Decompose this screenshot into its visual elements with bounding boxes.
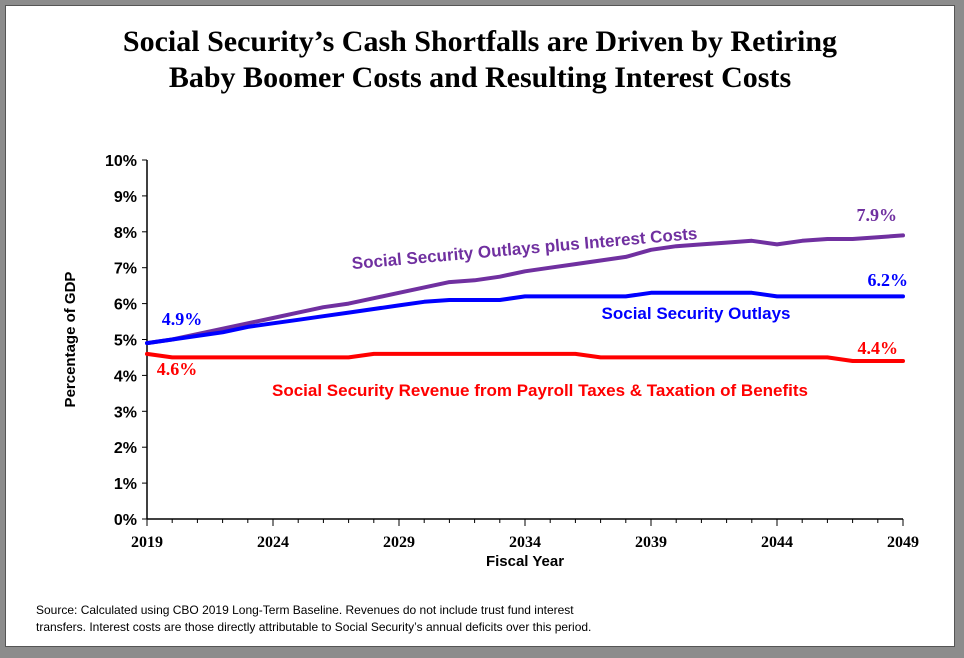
y-tick-label: 5% xyxy=(114,333,137,350)
interest-series-line xyxy=(145,233,905,346)
title-line-2: Baby Boomer Costs and Resulting Interest… xyxy=(168,61,792,94)
source-line-2: transfers. Interest costs are those dire… xyxy=(36,620,592,634)
start-outlays-value-label: 4.9% xyxy=(162,309,203,329)
end-revenue-value-label: 4.4% xyxy=(858,338,899,358)
start-revenue-value-label: 4.6% xyxy=(157,359,198,379)
end-outlays-value-label: 6.2% xyxy=(868,270,909,290)
chart-frame: Social Security’s Cash Shortfalls are Dr… xyxy=(6,6,954,646)
interest-series-label: Social Security Outlays plus Interest Co… xyxy=(351,224,698,273)
y-tick-label: 0% xyxy=(114,512,137,529)
x-tick-label: 2019 xyxy=(131,534,163,551)
y-axis-title: Percentage of GDP xyxy=(62,272,79,408)
revenue-series-line xyxy=(145,351,905,363)
x-tick-label: 2034 xyxy=(509,534,541,551)
x-tick-label: 2049 xyxy=(887,534,919,551)
x-tick-label: 2039 xyxy=(635,534,667,551)
y-tick-label: 3% xyxy=(114,404,137,421)
revenue-series-label: Social Security Revenue from Payroll Tax… xyxy=(272,381,808,400)
x-tick-label: 2024 xyxy=(257,534,289,551)
y-tick-label: 1% xyxy=(114,476,137,493)
x-tick-label: 2044 xyxy=(761,534,793,551)
x-tick-label: 2029 xyxy=(383,534,415,551)
outlays-series-label: Social Security Outlays xyxy=(602,304,791,323)
y-tick-label: 2% xyxy=(114,440,137,457)
y-tick-label: 10% xyxy=(105,153,137,170)
y-tick-label: 8% xyxy=(114,225,137,242)
y-tick-label: 9% xyxy=(114,189,137,206)
title-line-1: Social Security’s Cash Shortfalls are Dr… xyxy=(122,25,838,58)
source-note: Source: Calculated using CBO 2019 Long-T… xyxy=(36,602,936,636)
source-line-1: Source: Calculated using CBO 2019 Long-T… xyxy=(36,603,574,617)
x-axis-title: Fiscal Year xyxy=(486,553,564,570)
end-interest-value-label: 7.9% xyxy=(857,205,898,225)
y-tick-label: 7% xyxy=(114,261,137,278)
chart-title: Social Security’s Cash Shortfalls are Dr… xyxy=(6,24,954,96)
y-tick-label: 6% xyxy=(114,297,137,314)
y-tick-label: 4% xyxy=(114,368,137,385)
outlays-series-line xyxy=(145,290,905,346)
